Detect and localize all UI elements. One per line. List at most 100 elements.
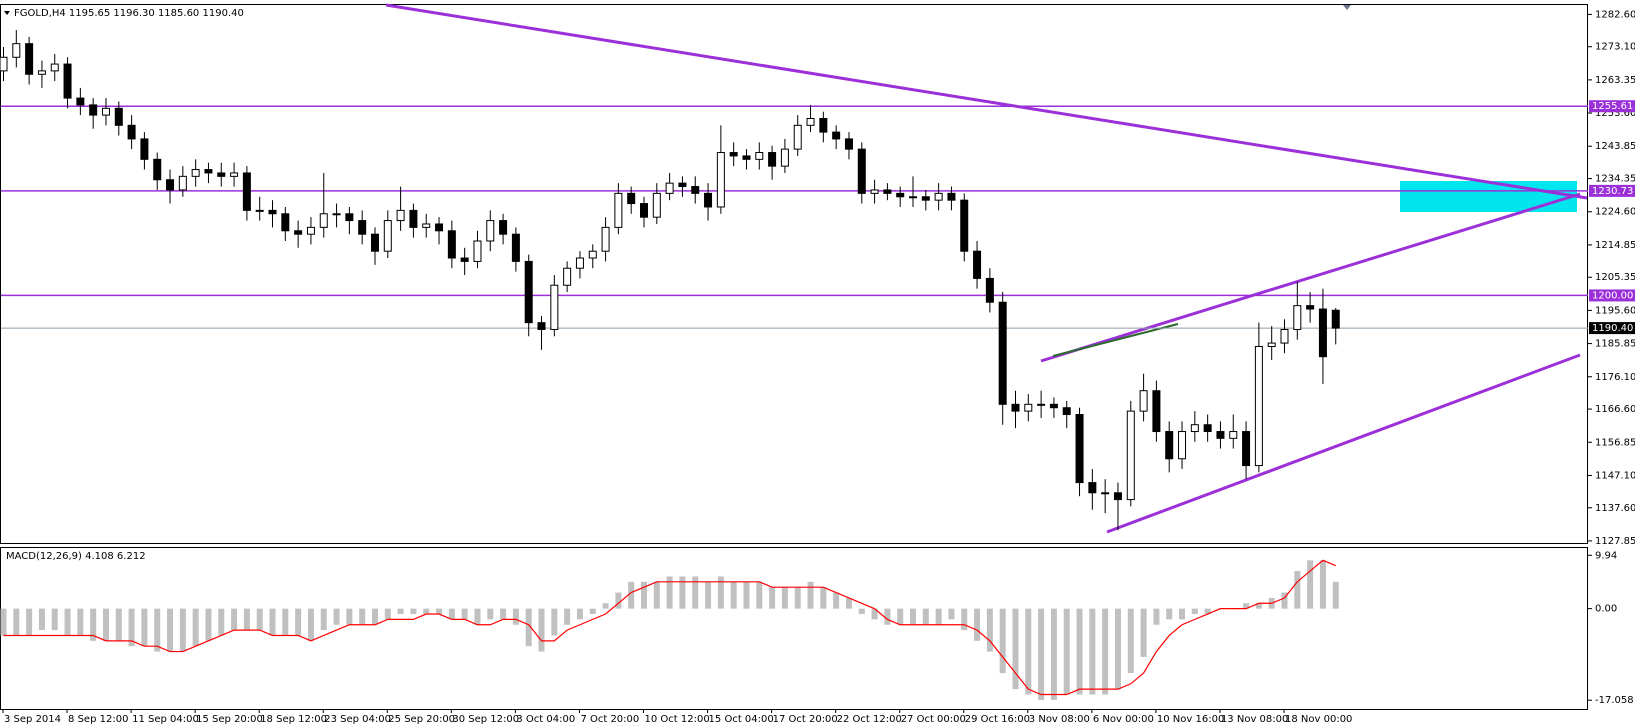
trend-line (1052, 323, 1179, 357)
macd-histogram-bar (384, 608, 391, 620)
macd-histogram-bar (1063, 608, 1070, 695)
candle-body (985, 277, 994, 303)
macd-histogram-bar (243, 608, 250, 631)
candle-body (1062, 407, 1071, 416)
macd-histogram-bar (346, 608, 353, 625)
macd-histogram-bar (410, 608, 417, 615)
macd-histogram-bar (461, 608, 468, 620)
candle-body (652, 192, 661, 218)
candle-body (191, 169, 200, 177)
macd-histogram-bar (1038, 608, 1045, 700)
macd-histogram-bar (717, 576, 724, 609)
candle-body (447, 230, 456, 259)
candle-body (768, 152, 777, 167)
x-tick-label: 15 Sep 20:00 (196, 714, 263, 725)
candle-body (101, 107, 110, 116)
candle-body (678, 182, 687, 188)
x-tick-label: 17 Oct 20:00 (773, 714, 838, 725)
macd-histogram-bar (833, 592, 840, 609)
macd-histogram-bar (845, 597, 852, 609)
candle-body (370, 233, 379, 252)
macd-histogram-bar (525, 608, 532, 647)
macd-histogram-bar (564, 608, 571, 625)
candle-body (1190, 424, 1199, 433)
macd-histogram-bar (897, 608, 904, 625)
macd-histogram-bar (295, 608, 302, 636)
trend-line (1040, 192, 1581, 363)
macd-histogram-bar (1243, 603, 1250, 609)
candle-body (511, 233, 520, 262)
macd-histogram-bar (1319, 560, 1326, 609)
candle-body (306, 226, 315, 235)
macd-signal-line (3, 559, 1336, 696)
y-tick-label: -17.058 (1595, 695, 1634, 706)
trend-line (385, 3, 1588, 200)
x-tick-label: 10 Oct 12:00 (645, 714, 710, 725)
macd-histogram-bar (359, 608, 366, 625)
last-price-label: 1190.40 (1592, 323, 1633, 334)
x-tick-label: 6 Nov 00:00 (1093, 714, 1154, 725)
macd-histogram-bar (820, 587, 827, 609)
candle-body (1152, 390, 1161, 433)
candle-body (665, 182, 674, 194)
macd-histogram-bar (0, 608, 7, 636)
candle-body (1229, 431, 1238, 439)
macd-histogram-bar (333, 608, 340, 625)
candle-body (166, 179, 175, 191)
candle-body (294, 230, 303, 235)
candle-body (947, 192, 956, 201)
macd-histogram-bar (512, 608, 519, 625)
candle-body (755, 152, 764, 160)
candle-body (1113, 492, 1122, 501)
candle-body (819, 118, 828, 133)
candle-body (729, 152, 738, 157)
macd-histogram-bar (935, 608, 942, 625)
macd-histogram-bar (231, 608, 238, 631)
macd-histogram-bar (474, 608, 481, 625)
candle-body (1101, 492, 1110, 495)
x-tick-label: 30 Sep 12:00 (452, 714, 519, 725)
candle-body (640, 203, 648, 218)
y-tick-label: 1273.10 (1595, 42, 1635, 53)
candle-body (63, 63, 72, 99)
candle-body (1126, 410, 1135, 501)
candle-body (89, 104, 98, 116)
candle-body (716, 152, 725, 208)
candle-body (921, 196, 930, 201)
candle-body (140, 138, 149, 160)
menu-arrow[interactable] (4, 11, 10, 15)
x-tick-label: 22 Oct 12:00 (837, 714, 902, 725)
candle-body (870, 189, 879, 194)
candle-body (550, 284, 559, 330)
candle-body (691, 186, 700, 194)
macd-histogram-bar (205, 608, 212, 641)
macd-histogram-bar (167, 608, 174, 652)
candle-body (422, 223, 431, 228)
candle-body (255, 209, 264, 212)
candle-body (12, 43, 21, 58)
y-tick-label: 1243.85 (1595, 141, 1635, 152)
candle-body (473, 240, 482, 262)
trend-line (1106, 353, 1581, 534)
candle-body (1011, 403, 1020, 412)
x-tick-label: 27 Oct 00:00 (901, 714, 966, 725)
macd-histogram-bar (615, 592, 622, 609)
level-label: 1200.00 (1592, 290, 1633, 301)
candle-body (1075, 414, 1084, 484)
main-panel-frame (0, 4, 1588, 544)
macd-histogram-bar (653, 581, 660, 609)
zone-rectangle (1400, 181, 1577, 212)
macd-histogram-bar (282, 608, 289, 636)
macd-histogram-bar (974, 608, 981, 641)
macd-histogram-bar (1012, 608, 1019, 690)
y-tick-label: 1205.35 (1595, 272, 1635, 283)
candle-body (1254, 345, 1263, 467)
y-tick-label: 1234.35 (1595, 174, 1635, 185)
y-tick-label: 1253.60 (1595, 108, 1635, 119)
shift-marker (1343, 5, 1351, 10)
candle-body (217, 172, 226, 177)
candle-body (524, 260, 533, 324)
candle-body (396, 209, 405, 222)
macd-histogram-bar (218, 608, 225, 636)
candle-body (704, 192, 713, 208)
